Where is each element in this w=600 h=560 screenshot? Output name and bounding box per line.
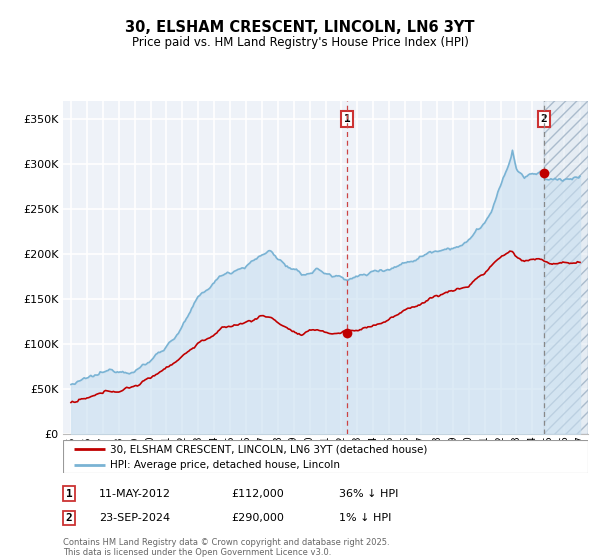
Text: 30, ELSHAM CRESCENT, LINCOLN, LN6 3YT (detached house): 30, ELSHAM CRESCENT, LINCOLN, LN6 3YT (d… — [110, 444, 428, 454]
Text: 11-MAY-2012: 11-MAY-2012 — [99, 489, 171, 499]
Text: 1% ↓ HPI: 1% ↓ HPI — [339, 513, 391, 523]
Text: 30, ELSHAM CRESCENT, LINCOLN, LN6 3YT: 30, ELSHAM CRESCENT, LINCOLN, LN6 3YT — [125, 20, 475, 35]
Text: £112,000: £112,000 — [231, 489, 284, 499]
Text: Price paid vs. HM Land Registry's House Price Index (HPI): Price paid vs. HM Land Registry's House … — [131, 36, 469, 49]
Text: 1: 1 — [65, 489, 73, 499]
Text: 1: 1 — [344, 114, 350, 124]
Text: 23-SEP-2024: 23-SEP-2024 — [99, 513, 170, 523]
FancyBboxPatch shape — [63, 440, 588, 473]
Bar — [544, 101, 588, 434]
Text: Contains HM Land Registry data © Crown copyright and database right 2025.
This d: Contains HM Land Registry data © Crown c… — [63, 538, 389, 557]
Bar — [544, 101, 588, 434]
Text: HPI: Average price, detached house, Lincoln: HPI: Average price, detached house, Linc… — [110, 460, 340, 470]
Text: £290,000: £290,000 — [231, 513, 284, 523]
Text: 2: 2 — [65, 513, 73, 523]
Text: 2: 2 — [541, 114, 547, 124]
Text: 36% ↓ HPI: 36% ↓ HPI — [339, 489, 398, 499]
